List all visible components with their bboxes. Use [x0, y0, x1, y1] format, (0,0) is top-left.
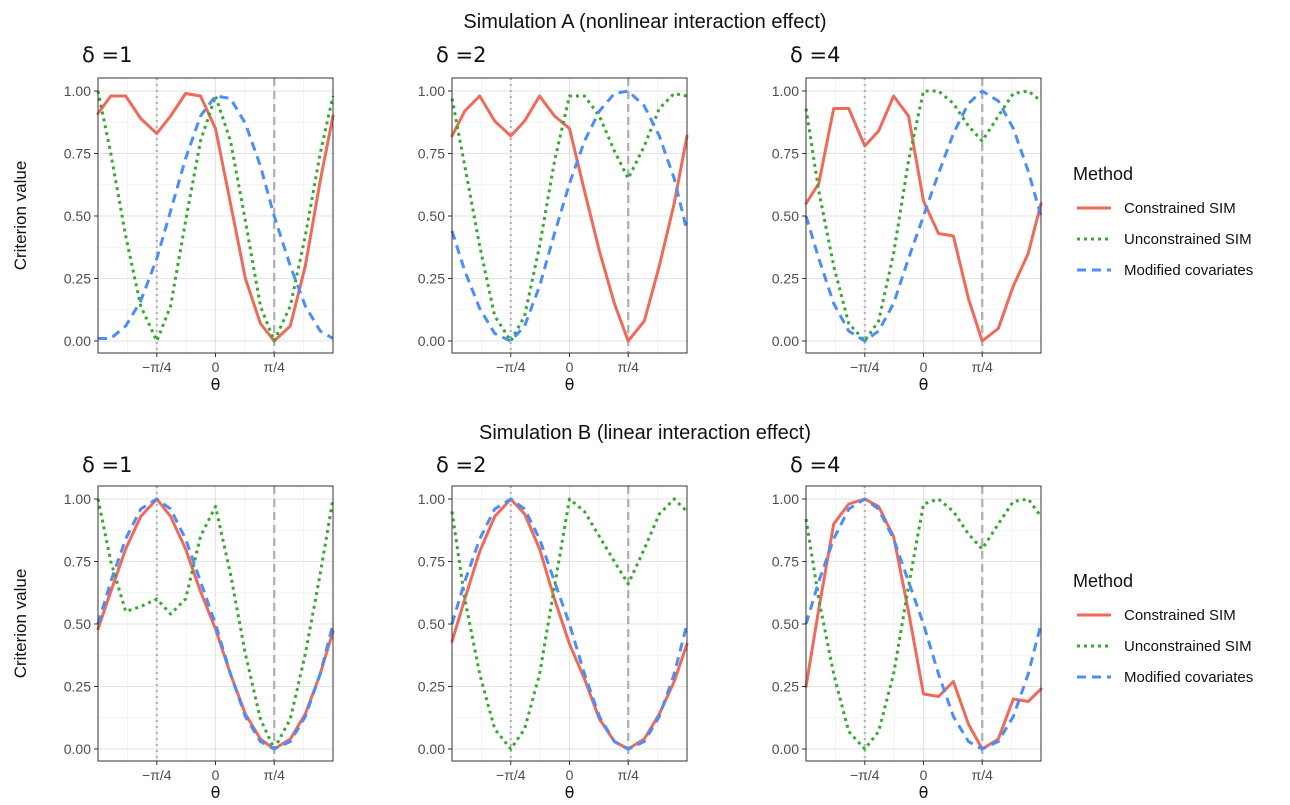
y-tick-label: 0.50 [418, 616, 445, 632]
series-line-unconstrained-sim [96, 498, 335, 751]
series-line-modified-covariates [804, 497, 1043, 751]
series-line-modified-covariates [96, 497, 335, 751]
x-axis-label: θ [565, 783, 575, 802]
legend: Method Constrained SIM Unconstrained SIM Mo… [1073, 164, 1253, 279]
y-tick-label: 1.00 [772, 491, 799, 507]
panel: δ =2 0.00 0.25 0.50 0.75 1.00 −π/4 0 π/4 θ [418, 43, 689, 394]
y-tick-label: 1.00 [418, 83, 445, 99]
series-line-constrained-sim [804, 94, 1043, 343]
panel-label: δ =4 [790, 453, 840, 477]
x-tick-label: 0 [920, 359, 928, 375]
legend: Method Constrained SIM Unconstrained SIM Mo… [1073, 571, 1253, 686]
series-line-modified-covariates [804, 89, 1043, 343]
x-tick-label: π/4 [972, 767, 994, 783]
y-tick-label: 1.00 [64, 491, 91, 507]
y-tick-label: 1.00 [64, 83, 91, 99]
y-tick-label: 0.00 [64, 333, 91, 349]
y-tick-label: 0.75 [772, 146, 799, 162]
x-axis-label: θ [211, 783, 221, 802]
x-tick-label: π/4 [972, 359, 994, 375]
series-line-unconstrained-sim [450, 92, 688, 343]
row-title: Simulation B (linear interaction effect) [479, 422, 811, 444]
series-line-unconstrained-sim [450, 497, 689, 751]
grid [806, 78, 1041, 353]
y-tick-label: 0.75 [64, 146, 91, 162]
y-axis-label: Criterion value [11, 161, 30, 271]
x-tick-label: −π/4 [496, 359, 526, 375]
legend-title: Method [1073, 571, 1133, 591]
x-tick-label: π/4 [618, 359, 640, 375]
series-line-modified-covariates [98, 94, 334, 340]
x-tick-label: 0 [566, 359, 574, 375]
series-line-unconstrained-sim [804, 497, 1043, 751]
y-tick-label: 1.00 [772, 83, 799, 99]
y-tick-label: 0.75 [418, 146, 445, 162]
x-axis-label: θ [919, 375, 929, 394]
y-tick-label: 0.75 [64, 554, 91, 570]
panel: δ =1 0.00 0.25 0.50 0.75 1.00 −π/4 0 π/4 θ Criteri… [11, 43, 335, 394]
series-line-modified-covariates [450, 497, 689, 751]
y-tick-label: 0.25 [772, 679, 799, 695]
y-tick-label: 0.25 [772, 271, 799, 287]
x-tick-label: π/4 [264, 359, 286, 375]
y-tick-label: 0.75 [418, 554, 445, 570]
legend-label: Modified covariates [1124, 669, 1253, 686]
panel: δ =4 0.00 0.25 0.50 0.75 1.00 −π/4 0 π/4 θ [772, 43, 1043, 394]
y-tick-label: 0.00 [418, 741, 445, 757]
x-axis-label: θ [211, 375, 221, 394]
x-tick-label: 0 [212, 359, 220, 375]
y-tick-label: 0.50 [64, 208, 91, 224]
panel-label: δ =2 [436, 453, 486, 477]
y-tick-label: 0.50 [64, 616, 91, 632]
x-tick-label: −π/4 [496, 767, 526, 783]
y-tick-label: 1.00 [418, 491, 445, 507]
row-title: Simulation A (nonlinear interaction effe… [463, 11, 826, 33]
y-axis-label: Criterion value [11, 569, 30, 679]
x-axis-label: θ [919, 783, 929, 802]
panel: δ =1 0.00 0.25 0.50 0.75 1.00 −π/4 0 π/4 θ Criteri… [11, 453, 335, 802]
y-tick-label: 0.25 [64, 271, 91, 287]
x-tick-label: −π/4 [850, 767, 880, 783]
panel-label: δ =2 [436, 43, 486, 67]
x-axis-label: θ [565, 375, 575, 394]
x-tick-label: π/4 [264, 767, 286, 783]
panel-label: δ =4 [790, 43, 840, 67]
x-tick-label: 0 [920, 767, 928, 783]
y-tick-label: 0.00 [772, 741, 799, 757]
y-tick-label: 0.50 [772, 616, 799, 632]
legend-label: Unconstrained SIM [1124, 231, 1252, 248]
y-tick-label: 0.75 [772, 554, 799, 570]
grid [452, 486, 687, 761]
y-tick-label: 0.25 [418, 271, 445, 287]
x-tick-label: π/4 [618, 767, 640, 783]
series-line-constrained-sim [804, 497, 1043, 751]
legend-label: Unconstrained SIM [1124, 638, 1252, 655]
y-tick-label: 0.00 [418, 333, 445, 349]
x-tick-label: 0 [566, 767, 574, 783]
legend-label: Constrained SIM [1124, 200, 1236, 217]
series-line-constrained-sim [450, 94, 689, 343]
panel-label: δ =1 [82, 43, 132, 67]
y-tick-label: 0.00 [64, 741, 91, 757]
legend-label: Modified covariates [1124, 262, 1253, 279]
panel: δ =4 0.00 0.25 0.50 0.75 1.00 −π/4 0 π/4 θ [772, 453, 1043, 802]
x-tick-label: −π/4 [142, 359, 172, 375]
legend-title: Method [1073, 164, 1133, 184]
y-tick-label: 0.50 [418, 208, 445, 224]
panel-label: δ =1 [82, 453, 132, 477]
x-tick-label: −π/4 [142, 767, 172, 783]
y-tick-label: 0.00 [772, 333, 799, 349]
y-tick-label: 0.25 [64, 679, 91, 695]
panel: δ =2 0.00 0.25 0.50 0.75 1.00 −π/4 0 π/4 θ [418, 453, 689, 802]
y-tick-label: 0.50 [772, 208, 799, 224]
x-tick-label: 0 [212, 767, 220, 783]
legend-label: Constrained SIM [1124, 607, 1236, 624]
series-line-constrained-sim [96, 92, 335, 343]
y-tick-label: 0.25 [418, 679, 445, 695]
x-tick-label: −π/4 [850, 359, 880, 375]
